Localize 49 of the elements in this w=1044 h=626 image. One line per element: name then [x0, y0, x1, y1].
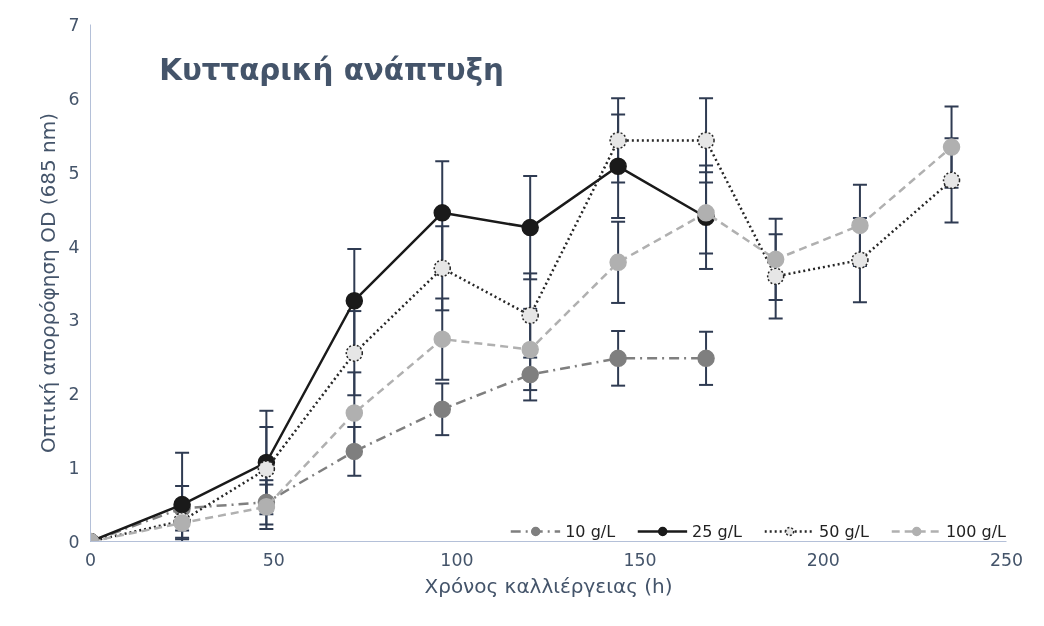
point: [521, 218, 539, 237]
y-tick-label: 6: [68, 88, 80, 109]
text: Κυτταρική ανάπτυξη: [159, 52, 504, 87]
point: [345, 442, 364, 461]
point: [433, 259, 451, 277]
point: [609, 253, 627, 272]
point: [766, 250, 785, 269]
point: [851, 251, 869, 269]
legend-label: 10 g/L: [565, 521, 616, 541]
point: [433, 400, 451, 419]
point: [173, 495, 191, 514]
x-tick-label: 250: [989, 549, 1024, 570]
point: [766, 267, 785, 286]
point: [851, 216, 869, 235]
point: [521, 306, 539, 325]
point: [433, 204, 451, 222]
point: [521, 340, 539, 359]
y-tick-label: 3: [68, 310, 80, 331]
point: [257, 498, 276, 516]
y-tick-label: 1: [68, 458, 80, 479]
legend-label: 100 g/L: [945, 521, 1006, 541]
y-tick-label: 4: [68, 236, 80, 257]
x-tick-label: 150: [623, 549, 657, 570]
point: [433, 330, 451, 348]
x-tick-label: 200: [806, 549, 840, 570]
point: [697, 131, 715, 150]
y-tick-label: 0: [68, 532, 80, 552]
point: [697, 204, 715, 222]
x-tick-label: 50: [262, 549, 285, 570]
point: [345, 344, 364, 362]
x-tick-label: 100: [440, 549, 474, 570]
point: [609, 131, 627, 150]
point: [345, 291, 364, 310]
point: [257, 460, 276, 478]
legend-label: 50 g/L: [819, 521, 869, 541]
y-tick-label: 5: [68, 162, 80, 183]
x-axis-title: Χρόνος καλλιέργειας (h): [424, 573, 673, 598]
point: [521, 365, 539, 384]
point: [697, 349, 715, 368]
x-tick-label: 0: [84, 549, 97, 570]
point: [942, 138, 961, 156]
point: [609, 157, 627, 176]
y-axis-title: Οπτική απορρόφηση OD (685 nm): [36, 113, 61, 453]
y-tick-label: 7: [68, 15, 80, 35]
y-tick-label: 2: [68, 384, 80, 405]
point: [609, 349, 627, 368]
point: [942, 171, 961, 190]
legend-label: 25 g/L: [692, 521, 742, 541]
point: [345, 404, 364, 422]
